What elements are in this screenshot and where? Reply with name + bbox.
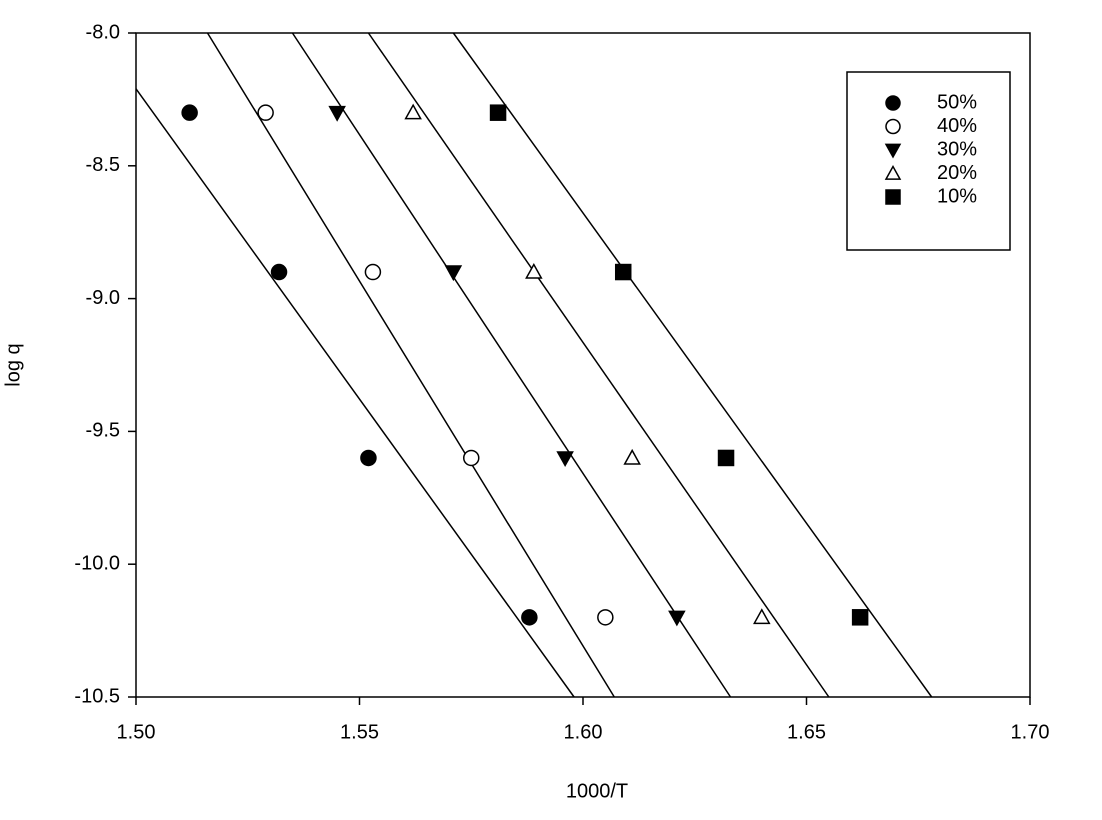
- x-tick-label: 1.70: [1011, 721, 1050, 743]
- x-axis-label: 1000/T: [566, 780, 628, 802]
- fit-line: [452, 32, 933, 698]
- legend-marker: [885, 95, 901, 111]
- legend-label: 40%: [937, 115, 977, 137]
- fit-line: [291, 32, 732, 698]
- legend-label: 10%: [937, 185, 977, 207]
- marker: [521, 609, 538, 626]
- x-tick-label: 1.60: [564, 721, 603, 743]
- y-tick-label: -9.0: [86, 287, 120, 309]
- y-tick-label: -10.5: [74, 685, 120, 707]
- marker: [614, 263, 632, 281]
- y-tick-label: -8.5: [86, 154, 120, 176]
- y-axis-label: log q: [2, 343, 24, 386]
- y-tick-label: -9.5: [86, 420, 120, 442]
- fit-line: [206, 32, 615, 698]
- legend-marker: [885, 118, 901, 135]
- marker: [753, 608, 771, 625]
- x-tick-label: 1.55: [340, 721, 379, 743]
- x-tick-label: 1.65: [787, 721, 826, 743]
- legend-label: 20%: [937, 162, 977, 184]
- marker: [360, 449, 377, 467]
- fit-line: [135, 88, 575, 698]
- y-tick-label: -8.0: [86, 21, 120, 43]
- legend-box: [846, 71, 1011, 251]
- marker: [328, 105, 346, 122]
- marker: [463, 449, 480, 467]
- legend-label: 50%: [937, 91, 977, 113]
- marker: [364, 263, 382, 281]
- y-tick-label: -10.0: [74, 552, 120, 574]
- marker: [444, 265, 463, 282]
- marker: [623, 448, 641, 465]
- x-tick-label: 1.50: [117, 721, 156, 743]
- marker: [181, 104, 198, 121]
- marker: [257, 104, 274, 121]
- marker: [597, 609, 614, 626]
- legend-marker: [884, 164, 902, 180]
- legend-marker: [885, 189, 901, 205]
- marker: [668, 610, 686, 627]
- legend-label: 30%: [937, 138, 977, 160]
- marker: [404, 103, 422, 120]
- marker: [556, 451, 574, 468]
- marker: [851, 609, 869, 626]
- marker: [270, 263, 288, 281]
- legend-marker: [884, 143, 902, 159]
- marker: [525, 262, 543, 279]
- fit-line: [367, 32, 830, 698]
- marker: [717, 449, 735, 467]
- marker: [489, 104, 507, 121]
